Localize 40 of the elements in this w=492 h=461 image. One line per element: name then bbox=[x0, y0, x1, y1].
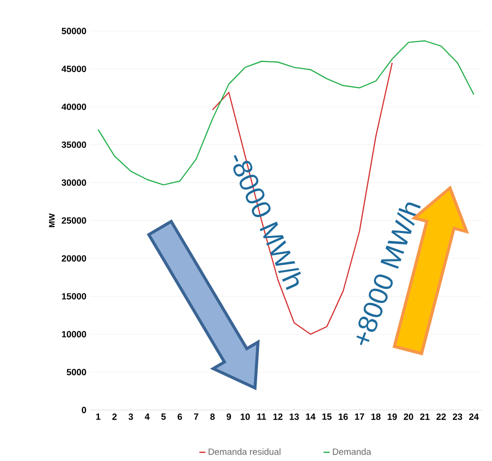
y-tick-label: 20000 bbox=[62, 255, 86, 262]
x-tick-label: 4 bbox=[144, 414, 150, 420]
x-tick-label: 16 bbox=[338, 414, 348, 420]
legend-label: Demanda bbox=[332, 448, 372, 455]
y-tick-label: 10000 bbox=[62, 331, 86, 338]
x-tick-label: 1 bbox=[96, 414, 100, 420]
x-tick-label: 21 bbox=[420, 414, 430, 420]
x-tick-label: 15 bbox=[322, 414, 332, 420]
x-tick-label: 22 bbox=[436, 414, 446, 420]
y-tick-label: 25000 bbox=[62, 217, 86, 224]
x-tick-label: 18 bbox=[371, 414, 381, 420]
annotation: +8000 MW/h bbox=[356, 202, 421, 346]
x-tick-label: 5 bbox=[161, 414, 166, 420]
x-tick-label: 2 bbox=[112, 414, 117, 420]
x-tick-label: 14 bbox=[306, 414, 316, 420]
x-tick-label: 17 bbox=[355, 414, 364, 420]
x-tick-label: 24 bbox=[469, 414, 479, 420]
x-tick-label: 10 bbox=[240, 414, 250, 420]
x-tick-label: 19 bbox=[388, 414, 397, 420]
x-tick-label: 11 bbox=[257, 414, 266, 420]
x-tick-label: 13 bbox=[290, 414, 299, 420]
x-tick-label: 8 bbox=[210, 414, 215, 420]
y-tick-label: 15000 bbox=[62, 293, 86, 300]
x-tick-label: 3 bbox=[128, 414, 134, 420]
x-tick-label: 20 bbox=[404, 414, 414, 420]
y-tick-label: 45000 bbox=[62, 66, 86, 72]
x-tick-label: 23 bbox=[452, 414, 462, 420]
annotation: -8000 MW/h bbox=[233, 154, 301, 290]
y-tick-label: 5000 bbox=[66, 368, 86, 376]
legend-label: Demanda residual bbox=[208, 448, 280, 455]
x-tick-label: 6 bbox=[178, 414, 182, 420]
x-tick-label: 9 bbox=[226, 414, 232, 420]
y-tick-label: 30000 bbox=[62, 179, 86, 186]
x-tick-label: 7 bbox=[194, 414, 198, 420]
y-tick-label: 50000 bbox=[62, 28, 86, 34]
y-tick-label: 40000 bbox=[62, 104, 86, 110]
y-axis-title: MW bbox=[49, 213, 55, 228]
y-tick-label: 0 bbox=[82, 406, 86, 414]
x-tick-label: 12 bbox=[273, 414, 282, 420]
y-tick-label: 35000 bbox=[62, 142, 86, 148]
